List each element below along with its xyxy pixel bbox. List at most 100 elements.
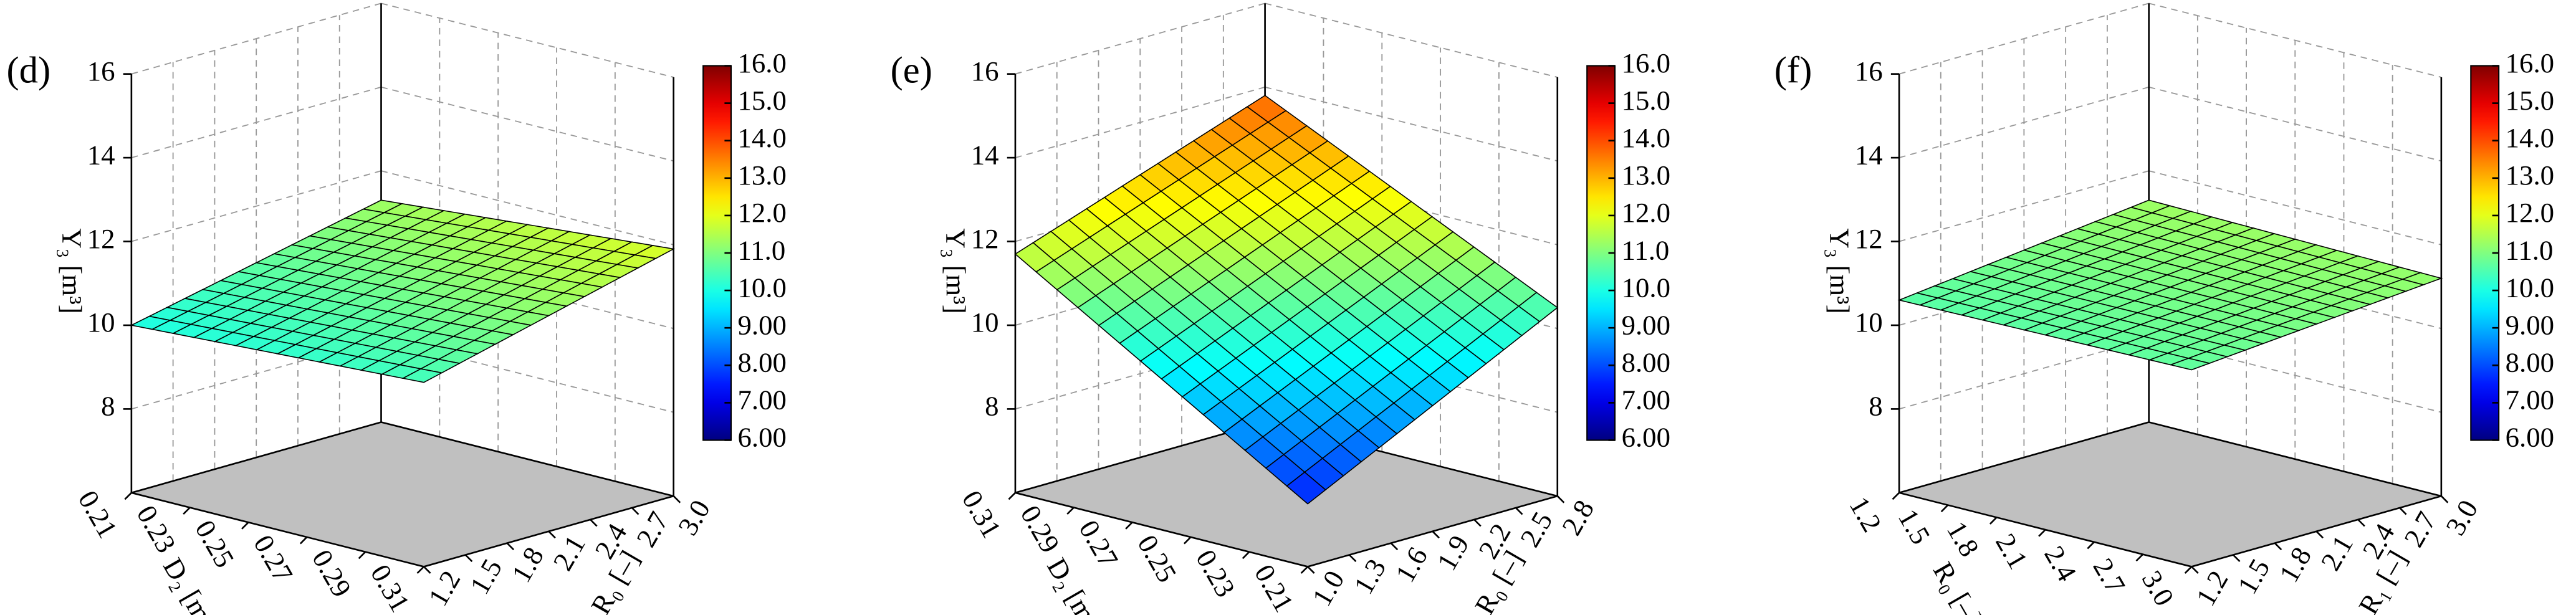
- panel-label: (f): [1774, 50, 1812, 92]
- x-tick: [1242, 551, 1250, 560]
- x-tick-label: 2.7: [2087, 553, 2131, 598]
- z-tick-label: 10: [971, 307, 999, 338]
- colorbar-tick-label: 14.0: [2506, 122, 2554, 153]
- x-tick-label: 0.21: [1248, 560, 1300, 615]
- z-tick-label: 16: [87, 55, 115, 87]
- y-tick: [2440, 495, 2449, 503]
- z-tick-label: 14: [971, 139, 999, 170]
- colorbar-tick-label: 6.00: [737, 422, 786, 453]
- x-tick: [2135, 553, 2143, 562]
- x-tick-label: 0.23: [1190, 545, 1242, 603]
- colorbar-tick-label: 7.00: [1622, 384, 1670, 416]
- x-tick-label: 0.29: [1015, 500, 1066, 558]
- colorbar-tick-label: 16.0: [2506, 47, 2554, 79]
- z-axis-label: Y₃ [m³]: [1824, 228, 1855, 313]
- y-tick: [2233, 554, 2241, 563]
- y-tick: [2357, 518, 2365, 527]
- x-tick-label: 1.2: [1843, 492, 1887, 537]
- z-tick-label: 8: [101, 391, 115, 422]
- z-tick-label: 8: [985, 391, 998, 422]
- x-tick-label: 2.4: [2038, 541, 2082, 586]
- y-tick: [1432, 530, 1440, 539]
- z-tick-label: 8: [1869, 391, 1882, 422]
- x-tick: [1183, 536, 1192, 545]
- colorbar-tick-label: 10.0: [2506, 272, 2554, 303]
- x-tick: [416, 566, 424, 574]
- y-tick: [1556, 495, 1565, 503]
- x-tick: [299, 536, 308, 545]
- y-tick: [1348, 554, 1357, 563]
- box-edge: [1898, 421, 2150, 494]
- x-tick-label: 0.27: [247, 530, 299, 588]
- z-axis-label: Y₃ [m³]: [941, 228, 972, 313]
- x-tick-label: 0.21: [72, 485, 124, 543]
- z-tick-label: 14: [87, 139, 115, 170]
- panel: 1.2 1.5 1.8 2.1 2.4 2.7 3.0R₀ [–] 1.21.51.82.12…: [1774, 2, 2554, 615]
- colorbar-tick-label: 14.0: [1622, 122, 1670, 153]
- y-tick: [2191, 566, 2199, 574]
- colorbar-tick-label: 13.0: [1622, 160, 1670, 191]
- colorbar-tick-label: 16.0: [737, 47, 786, 79]
- x-tick: [1989, 517, 1998, 525]
- x-tick: [2038, 529, 2046, 537]
- colorbar-tick-label: 10.0: [737, 272, 786, 303]
- x-tick-label: 0.31: [956, 485, 1008, 543]
- colorbar-tick-label: 11.0: [2506, 234, 2554, 265]
- x-tick: [241, 522, 249, 530]
- panel-label: (e): [891, 50, 932, 92]
- z-tick-label: 14: [1855, 139, 1883, 170]
- floor: [131, 422, 674, 567]
- x-tick-label: 0.29: [306, 545, 358, 603]
- colorbar-tick-label: 11.0: [737, 234, 785, 265]
- box-edge: [2148, 421, 2442, 497]
- grid-line: [1265, 2, 1558, 78]
- x-tick-label: 1.5: [1892, 503, 1937, 549]
- x-tick-label: 0.27: [1073, 515, 1124, 573]
- y-tick: [673, 495, 681, 503]
- colorbar-tick-label: 7.00: [2506, 384, 2554, 416]
- box-edge: [131, 421, 381, 494]
- colorbar-tick-label: 12.0: [737, 197, 786, 228]
- x-tick: [1008, 492, 1016, 500]
- colorbar-tick-label: 14.0: [737, 122, 786, 153]
- colorbar-tick-label: 8.00: [1622, 347, 1670, 378]
- y-tick: [590, 518, 598, 527]
- floor: [1899, 422, 2441, 567]
- colorbar-tick-label: 12.0: [1622, 197, 1670, 228]
- y-axis-label: R₁ [–]: [2352, 545, 2413, 615]
- y-tick: [631, 507, 639, 515]
- grid-line: [381, 86, 674, 162]
- box-edge: [381, 421, 674, 497]
- y-tick: [423, 566, 431, 574]
- box-edge: [1015, 421, 1265, 494]
- y-tick: [464, 554, 473, 563]
- x-tick-label: 0.25: [189, 515, 241, 573]
- colorbar-tick-label: 13.0: [737, 160, 786, 191]
- panel-label: (d): [7, 50, 51, 92]
- x-tick: [183, 507, 191, 515]
- y-tick: [1515, 507, 1523, 515]
- x-tick: [1300, 566, 1309, 574]
- colorbar-tick-label: 9.00: [2506, 309, 2554, 340]
- colorbar-tick-label: 10.0: [1622, 272, 1670, 303]
- floor: [1015, 422, 1558, 567]
- grid-line: [381, 170, 674, 246]
- colorbar-tick-label: 15.0: [2506, 85, 2554, 116]
- z-tick-label: 12: [1855, 223, 1883, 254]
- x-tick: [358, 551, 366, 560]
- z-tick-label: 12: [971, 223, 999, 254]
- x-axis-label: R₀ [–]: [1927, 557, 1988, 615]
- x-tick-label: 3.0: [2136, 565, 2180, 611]
- colorbar-tick-label: 6.00: [2506, 422, 2554, 453]
- colorbar-tick-label: 12.0: [2506, 197, 2554, 228]
- colorbar-tick-label: 13.0: [2506, 160, 2554, 191]
- y-tick: [1307, 566, 1315, 574]
- grid-line: [1265, 86, 1558, 162]
- y-tick: [1473, 518, 1482, 527]
- colorbar-tick-label: 7.00: [737, 384, 786, 416]
- z-axis-label: Y₃ [m³]: [56, 228, 87, 313]
- x-tick: [2087, 541, 2095, 550]
- colorbar-tick-label: 9.00: [1622, 309, 1670, 340]
- grid-line: [381, 2, 674, 78]
